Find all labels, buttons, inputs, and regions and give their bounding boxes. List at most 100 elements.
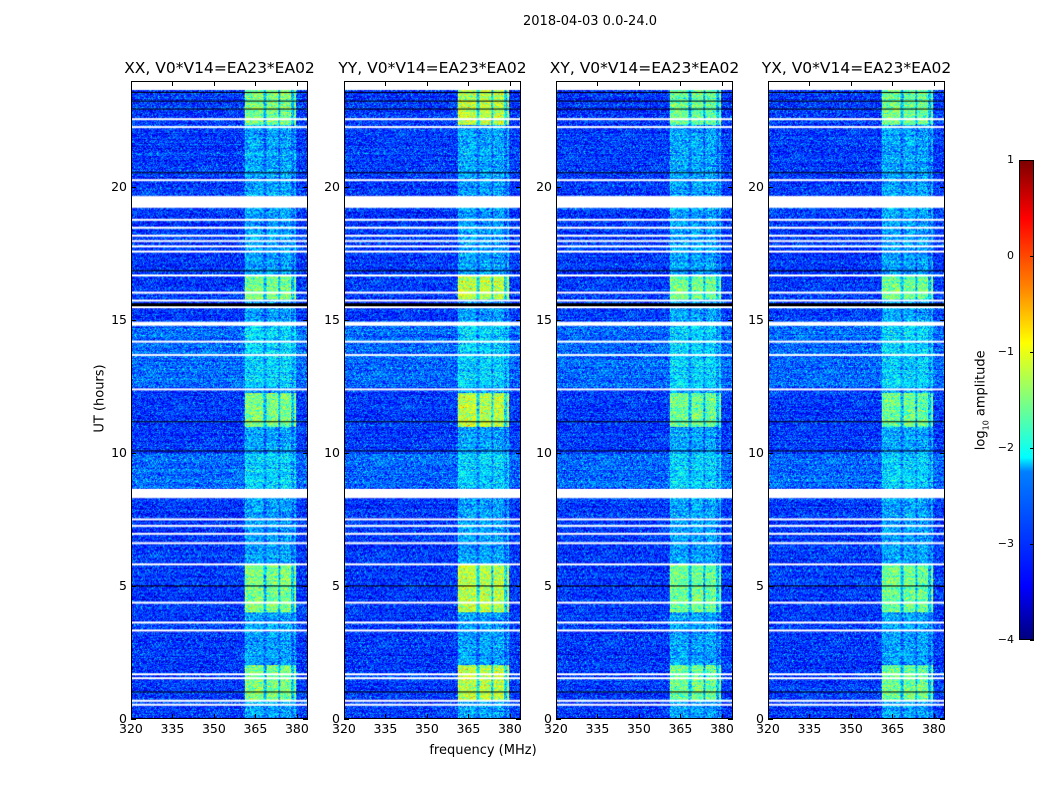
y-tick-label: 20 bbox=[748, 179, 764, 195]
y-tick-label: 10 bbox=[324, 445, 340, 461]
y-tick-right bbox=[516, 719, 521, 720]
x-tick bbox=[131, 714, 132, 719]
colorbar-tick-label: 0 bbox=[1007, 249, 1014, 262]
y-tick bbox=[344, 320, 349, 322]
x-tick bbox=[385, 714, 387, 719]
x-tick-label: 335 bbox=[160, 721, 185, 736]
colorbar-tick-label: −2 bbox=[997, 441, 1014, 454]
y-tick-right bbox=[728, 187, 733, 189]
y-tick bbox=[131, 187, 136, 189]
y-tick bbox=[768, 586, 773, 588]
waterfall-image bbox=[557, 82, 732, 718]
x-tick-label: 365 bbox=[456, 721, 481, 736]
colorbar-label: log10 amplitude bbox=[974, 340, 991, 460]
y-tick-right bbox=[516, 320, 521, 322]
x-tick bbox=[721, 714, 723, 719]
waterfall-panel bbox=[556, 81, 733, 719]
y-tick-label: 15 bbox=[748, 312, 764, 328]
y-tick-right bbox=[728, 453, 733, 455]
x-tick-label: 365 bbox=[243, 721, 268, 736]
y-tick-label: 5 bbox=[332, 578, 340, 594]
x-tick bbox=[597, 714, 599, 719]
y-tick-label: 15 bbox=[536, 312, 552, 328]
y-tick-right bbox=[728, 586, 733, 588]
colorbar-tick bbox=[1030, 256, 1034, 257]
x-tick bbox=[768, 714, 769, 719]
y-tick-right bbox=[940, 453, 945, 455]
x-tick-top bbox=[809, 81, 811, 86]
x-tick-label: 320 bbox=[756, 721, 780, 736]
x-tick-top bbox=[385, 81, 387, 86]
x-tick-top bbox=[597, 81, 599, 86]
x-tick-label: 350 bbox=[414, 721, 439, 736]
y-tick-label: 0 bbox=[119, 711, 127, 726]
x-tick-label: 365 bbox=[880, 721, 905, 736]
x-tick-top bbox=[172, 81, 174, 86]
y-tick bbox=[556, 719, 561, 720]
y-tick-label: 0 bbox=[756, 711, 764, 726]
x-axis-label: frequency (MHz) bbox=[429, 743, 537, 758]
x-tick-label: 380 bbox=[497, 721, 522, 736]
x-tick-label: 380 bbox=[921, 721, 946, 736]
y-tick-label: 10 bbox=[536, 445, 552, 461]
panel-title: YY, V0*V14=EA23*EA02 bbox=[338, 59, 527, 77]
y-tick-right bbox=[516, 187, 521, 189]
x-tick-label: 320 bbox=[332, 721, 356, 736]
x-tick-label: 350 bbox=[201, 721, 226, 736]
y-tick bbox=[768, 320, 773, 322]
y-tick-label: 20 bbox=[111, 179, 127, 195]
x-tick-top bbox=[344, 81, 345, 86]
y-tick-right bbox=[940, 320, 945, 322]
x-tick-label: 350 bbox=[838, 721, 863, 736]
y-tick-right bbox=[303, 586, 308, 588]
x-tick bbox=[933, 714, 935, 719]
x-tick-top bbox=[638, 81, 640, 86]
y-tick-right bbox=[303, 320, 308, 322]
x-tick-top bbox=[468, 81, 470, 86]
waterfall-panel bbox=[768, 81, 945, 719]
colorbar-tick bbox=[1030, 448, 1034, 449]
x-tick bbox=[809, 714, 811, 719]
colorbar-label-rest: amplitude bbox=[973, 350, 989, 421]
x-tick bbox=[255, 714, 257, 719]
y-tick-right bbox=[728, 719, 733, 720]
y-tick bbox=[131, 320, 136, 322]
y-tick bbox=[344, 719, 349, 720]
y-tick bbox=[556, 320, 561, 322]
x-tick-top bbox=[680, 81, 682, 86]
y-tick-label: 15 bbox=[111, 312, 127, 328]
y-tick-label: 20 bbox=[536, 179, 552, 195]
x-tick-top bbox=[426, 81, 428, 86]
x-tick-top bbox=[296, 81, 298, 86]
y-tick-label: 20 bbox=[324, 179, 340, 195]
x-tick-top bbox=[556, 81, 557, 86]
figure-title: 2018-04-03 0.0-24.0 bbox=[523, 14, 657, 29]
x-tick-top bbox=[131, 81, 132, 86]
y-tick-label: 10 bbox=[111, 445, 127, 461]
x-tick bbox=[638, 714, 640, 719]
y-tick bbox=[131, 586, 136, 588]
x-tick-top bbox=[850, 81, 852, 86]
y-tick-label: 0 bbox=[544, 711, 552, 726]
waterfall-image bbox=[132, 82, 307, 718]
y-tick-right bbox=[940, 719, 945, 720]
waterfall-image bbox=[769, 82, 944, 718]
x-tick-label: 380 bbox=[284, 721, 309, 736]
y-tick-label: 5 bbox=[756, 578, 764, 594]
colorbar-tick-label: 1 bbox=[1007, 153, 1014, 166]
y-tick-right bbox=[303, 453, 308, 455]
panel-title: YX, V0*V14=EA23*EA02 bbox=[761, 59, 952, 77]
waterfall-panel bbox=[131, 81, 308, 719]
x-tick-label: 380 bbox=[709, 721, 734, 736]
panel-title: XX, V0*V14=EA23*EA02 bbox=[124, 59, 315, 77]
y-tick-label: 10 bbox=[748, 445, 764, 461]
x-tick bbox=[680, 714, 682, 719]
x-tick bbox=[344, 714, 345, 719]
y-tick bbox=[344, 586, 349, 588]
colorbar-tick-label: −3 bbox=[997, 537, 1014, 550]
x-tick-label: 335 bbox=[373, 721, 398, 736]
colorbar-label-sub: 10 bbox=[981, 420, 991, 431]
x-tick bbox=[213, 714, 215, 719]
x-tick bbox=[426, 714, 428, 719]
